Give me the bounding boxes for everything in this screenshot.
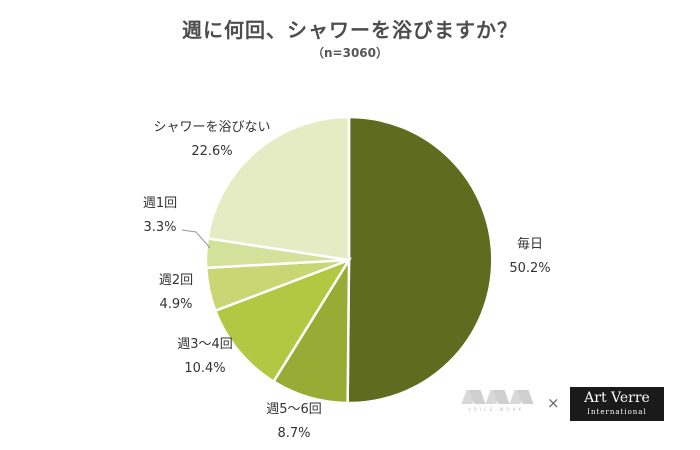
slice-value-label: 4.9% (159, 297, 192, 312)
logo-mark-1 (462, 390, 484, 404)
slice-label: シャワーを浴びない (153, 120, 270, 135)
slice-value-label: 8.7% (277, 426, 310, 441)
slice-label: 週2回 (159, 273, 193, 288)
leader-line (181, 229, 211, 249)
chart-subtitle: （n=3060） (312, 46, 388, 60)
art-verre-logo: Art Verre International (570, 387, 664, 421)
art-verre-logo-main: Art Verre (584, 390, 650, 406)
pie-slice (213, 257, 353, 384)
slice-label: 毎日 (517, 236, 543, 252)
slice-label: 週5～6回 (266, 402, 322, 417)
slice-value-label: 10.4% (184, 361, 225, 376)
slice-label: 週3～4回 (177, 337, 233, 352)
logo-mark-3 (510, 390, 532, 404)
voice-work-logo (462, 390, 532, 404)
slice-value-label: 22.6% (191, 144, 232, 159)
slice-value-label: 3.3% (143, 220, 176, 235)
pie-slice (346, 115, 494, 405)
voice-work-logo-text: VOICE WORK (468, 407, 525, 412)
pie-slice (206, 115, 351, 262)
chart-title: 週に何回、シャワーを浴びますか？ (182, 18, 518, 42)
logo-mark-2 (486, 390, 508, 404)
art-verre-logo-sub: International (587, 408, 647, 416)
logo-separator: × (547, 394, 560, 412)
slice-label: 週1回 (143, 196, 177, 211)
slice-value-label: 50.2% (509, 261, 550, 276)
